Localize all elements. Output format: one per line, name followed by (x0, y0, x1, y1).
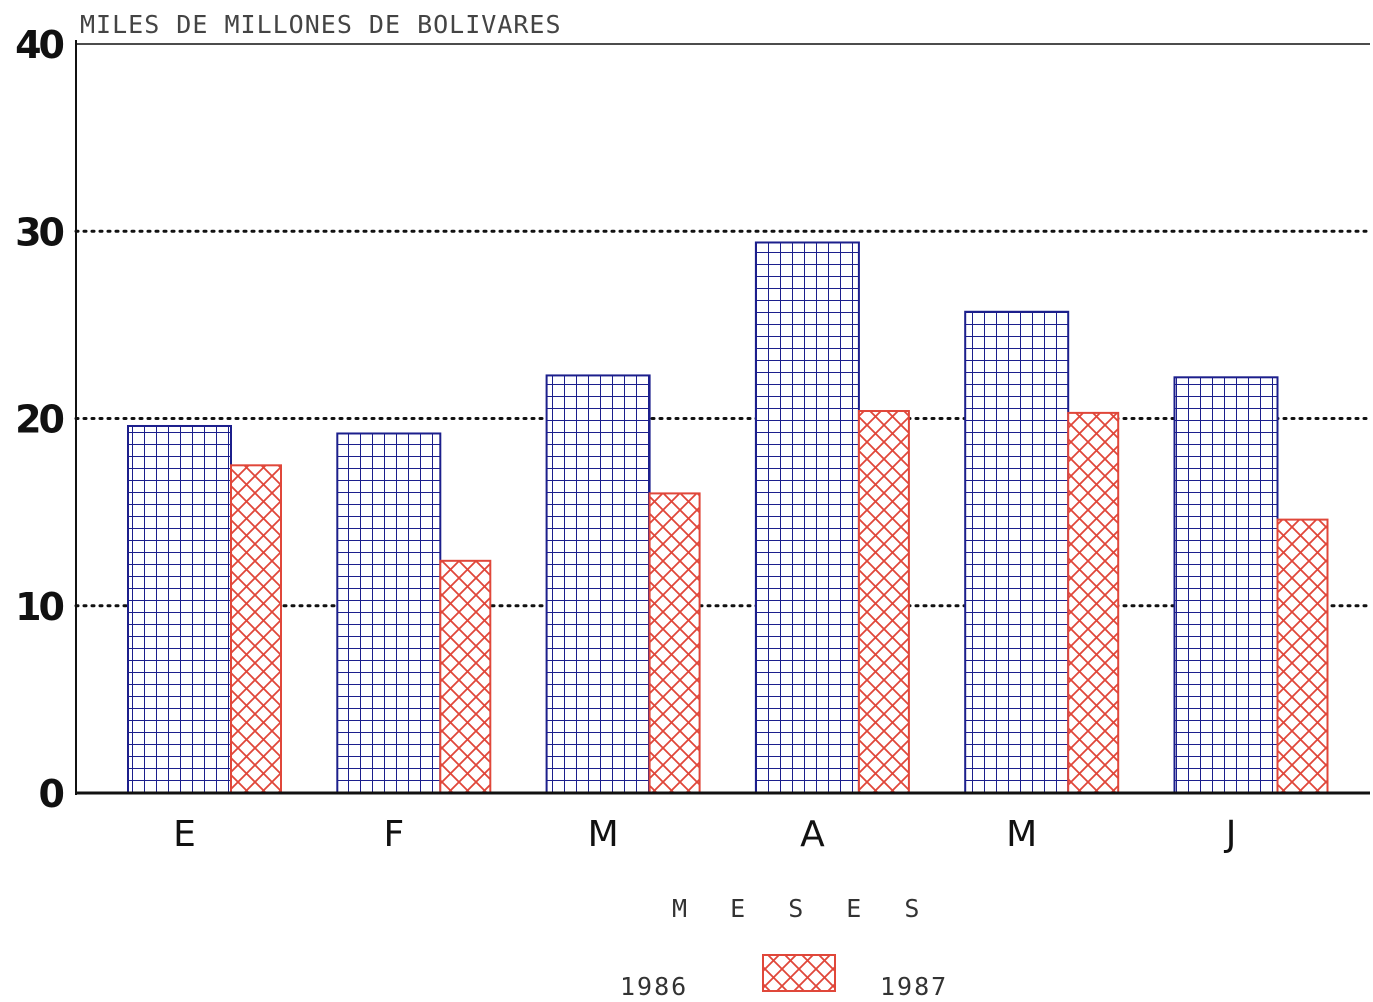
y-tick-label-0: 0 (39, 772, 64, 816)
legend-label-1987: 1987 (880, 972, 948, 1001)
bar-1987-f-1 (439, 559, 492, 794)
legend-label-1986: 1986 (620, 972, 688, 1001)
bar-1986-a-3 (754, 241, 860, 795)
x-tick-label-1: F (383, 814, 404, 855)
bar-1987-m-4 (1067, 411, 1120, 794)
x-tick-label-2: M (588, 814, 619, 855)
x-tick-label-3: A (800, 814, 825, 855)
bar-1987-j-5 (1276, 518, 1329, 794)
x-axis-label: M E S E S (672, 894, 933, 923)
bar-1986-f-1 (336, 432, 442, 794)
x-tick-label-4: M (1006, 814, 1037, 855)
y-tick-label-40: 40 (15, 23, 63, 67)
x-tick-label-5: J (1224, 814, 1237, 855)
y-axis-label: MILES DE MILLONES DE BOLIVARES (80, 10, 562, 39)
y-tick-label-10: 10 (15, 585, 63, 629)
bar-1987-a-3 (857, 410, 910, 794)
x-tick-label-0: E (173, 814, 196, 855)
bar-1986-j-5 (1173, 376, 1279, 794)
y-tick-label-20: 20 (15, 398, 63, 442)
bar-1986-e-0 (127, 424, 232, 794)
legend-swatch-1987 (762, 954, 836, 992)
bar-1986-m-2 (545, 374, 651, 794)
bar-1986-m-4 (964, 310, 1070, 794)
bar-1987-e-0 (230, 464, 282, 794)
bar-1987-m-2 (648, 492, 701, 794)
legend: 1986 1987 (620, 954, 948, 1001)
y-tick-label-30: 30 (15, 210, 63, 254)
